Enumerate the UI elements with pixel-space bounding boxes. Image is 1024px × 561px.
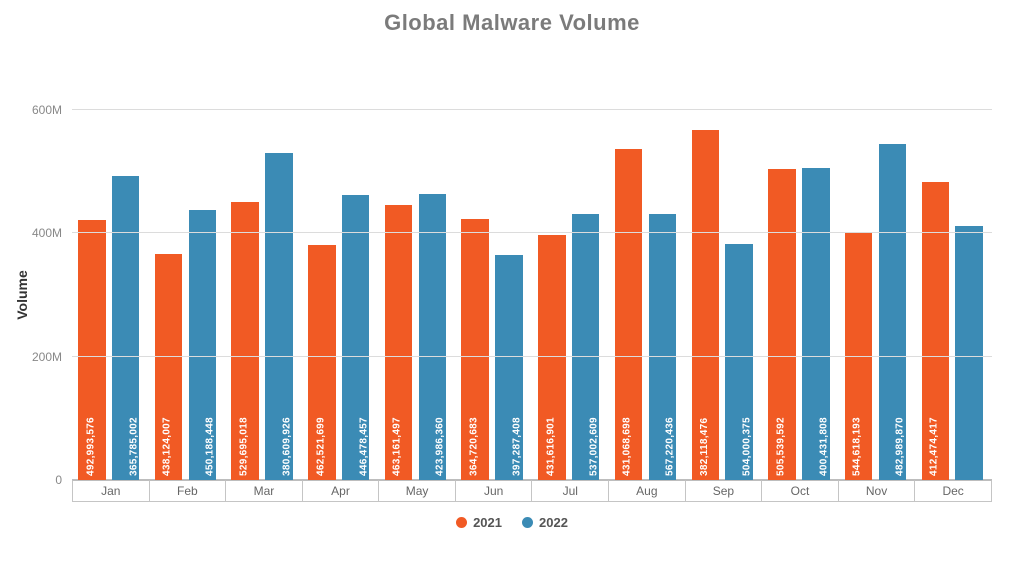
bar-value-label: 420,926,267 xyxy=(51,417,62,476)
x-tick-label: Jul xyxy=(531,480,609,502)
bar-2022: 412,474,417 xyxy=(955,226,983,480)
bar-value-label: 412,474,417 xyxy=(929,417,940,476)
bar-value-label: 505,539,592 xyxy=(775,417,786,476)
x-tick-label: Oct xyxy=(761,480,839,502)
bar-value-label: 397,287,408 xyxy=(511,417,522,476)
legend-label: 2022 xyxy=(539,515,568,530)
legend: 2021 2022 xyxy=(0,515,1024,530)
x-tick-label: Sep xyxy=(685,480,763,502)
bar-value-label: 463,161,497 xyxy=(392,417,403,476)
y-tick-label: 200M xyxy=(32,350,62,364)
bar-value-label: 431,068,698 xyxy=(622,417,633,476)
legend-item: 2022 xyxy=(522,515,568,530)
x-tick-label: Mar xyxy=(225,480,303,502)
legend-swatch xyxy=(522,517,533,528)
gridline xyxy=(72,232,992,233)
bar-value-label: 450,188,448 xyxy=(205,417,216,476)
bar-value-label: 400,431,808 xyxy=(818,417,829,476)
y-tick-label: 400M xyxy=(32,226,62,240)
x-tick-label: Nov xyxy=(838,480,916,502)
x-tick-label: May xyxy=(378,480,456,502)
bar-value-label: 504,000,375 xyxy=(742,417,753,476)
bar-value-label: 529,695,018 xyxy=(239,417,250,476)
bar-value-label: 446,478,457 xyxy=(358,417,369,476)
bar-value-label: 364,720,683 xyxy=(469,417,480,476)
bar-value-label: 462,521,699 xyxy=(315,417,326,476)
bar-value-label: 423,986,360 xyxy=(435,417,446,476)
x-tick-label: Jan xyxy=(72,480,150,502)
bar-value-label: 382,118,476 xyxy=(699,418,710,476)
bar-value-label: 438,124,007 xyxy=(162,417,173,476)
x-tick-label: Feb xyxy=(149,480,227,502)
bar-value-label: 492,993,576 xyxy=(85,417,96,476)
gridline xyxy=(72,109,992,110)
bar-value-label: 544,618,193 xyxy=(852,417,863,476)
plot-area: 420,926,267492,993,576365,785,002438,124… xyxy=(72,110,992,480)
legend-item: 2021 xyxy=(456,515,502,530)
bar-value-label: 482,989,870 xyxy=(895,417,906,476)
bar-value-label: 380,609,926 xyxy=(281,417,292,476)
malware-volume-chart: Global Malware Volume Volume 420,926,267… xyxy=(0,0,1024,561)
y-tick-label: 0 xyxy=(55,473,62,487)
bar-groups: 420,926,267492,993,576365,785,002438,124… xyxy=(72,110,992,480)
x-tick-label: Aug xyxy=(608,480,686,502)
gridline xyxy=(72,356,992,357)
bar-value-label: 365,785,002 xyxy=(128,417,139,476)
bar-value-label: 537,002,609 xyxy=(588,417,599,476)
y-tick-label: 600M xyxy=(32,103,62,117)
x-tick-label: Jun xyxy=(455,480,533,502)
bar-value-label: 567,220,436 xyxy=(665,417,676,476)
x-axis: JanFebMarAprMayJunJulAugSepOctNovDec xyxy=(72,480,992,502)
chart-title: Global Malware Volume xyxy=(0,10,1024,36)
y-axis-label: Volume xyxy=(14,270,30,320)
x-tick-label: Apr xyxy=(302,480,380,502)
bar-group: 482,989,870412,474,417 xyxy=(915,110,992,480)
legend-swatch xyxy=(456,517,467,528)
x-tick-label: Dec xyxy=(914,480,992,502)
bar-value-label: 431,616,901 xyxy=(545,417,556,476)
legend-label: 2021 xyxy=(473,515,502,530)
